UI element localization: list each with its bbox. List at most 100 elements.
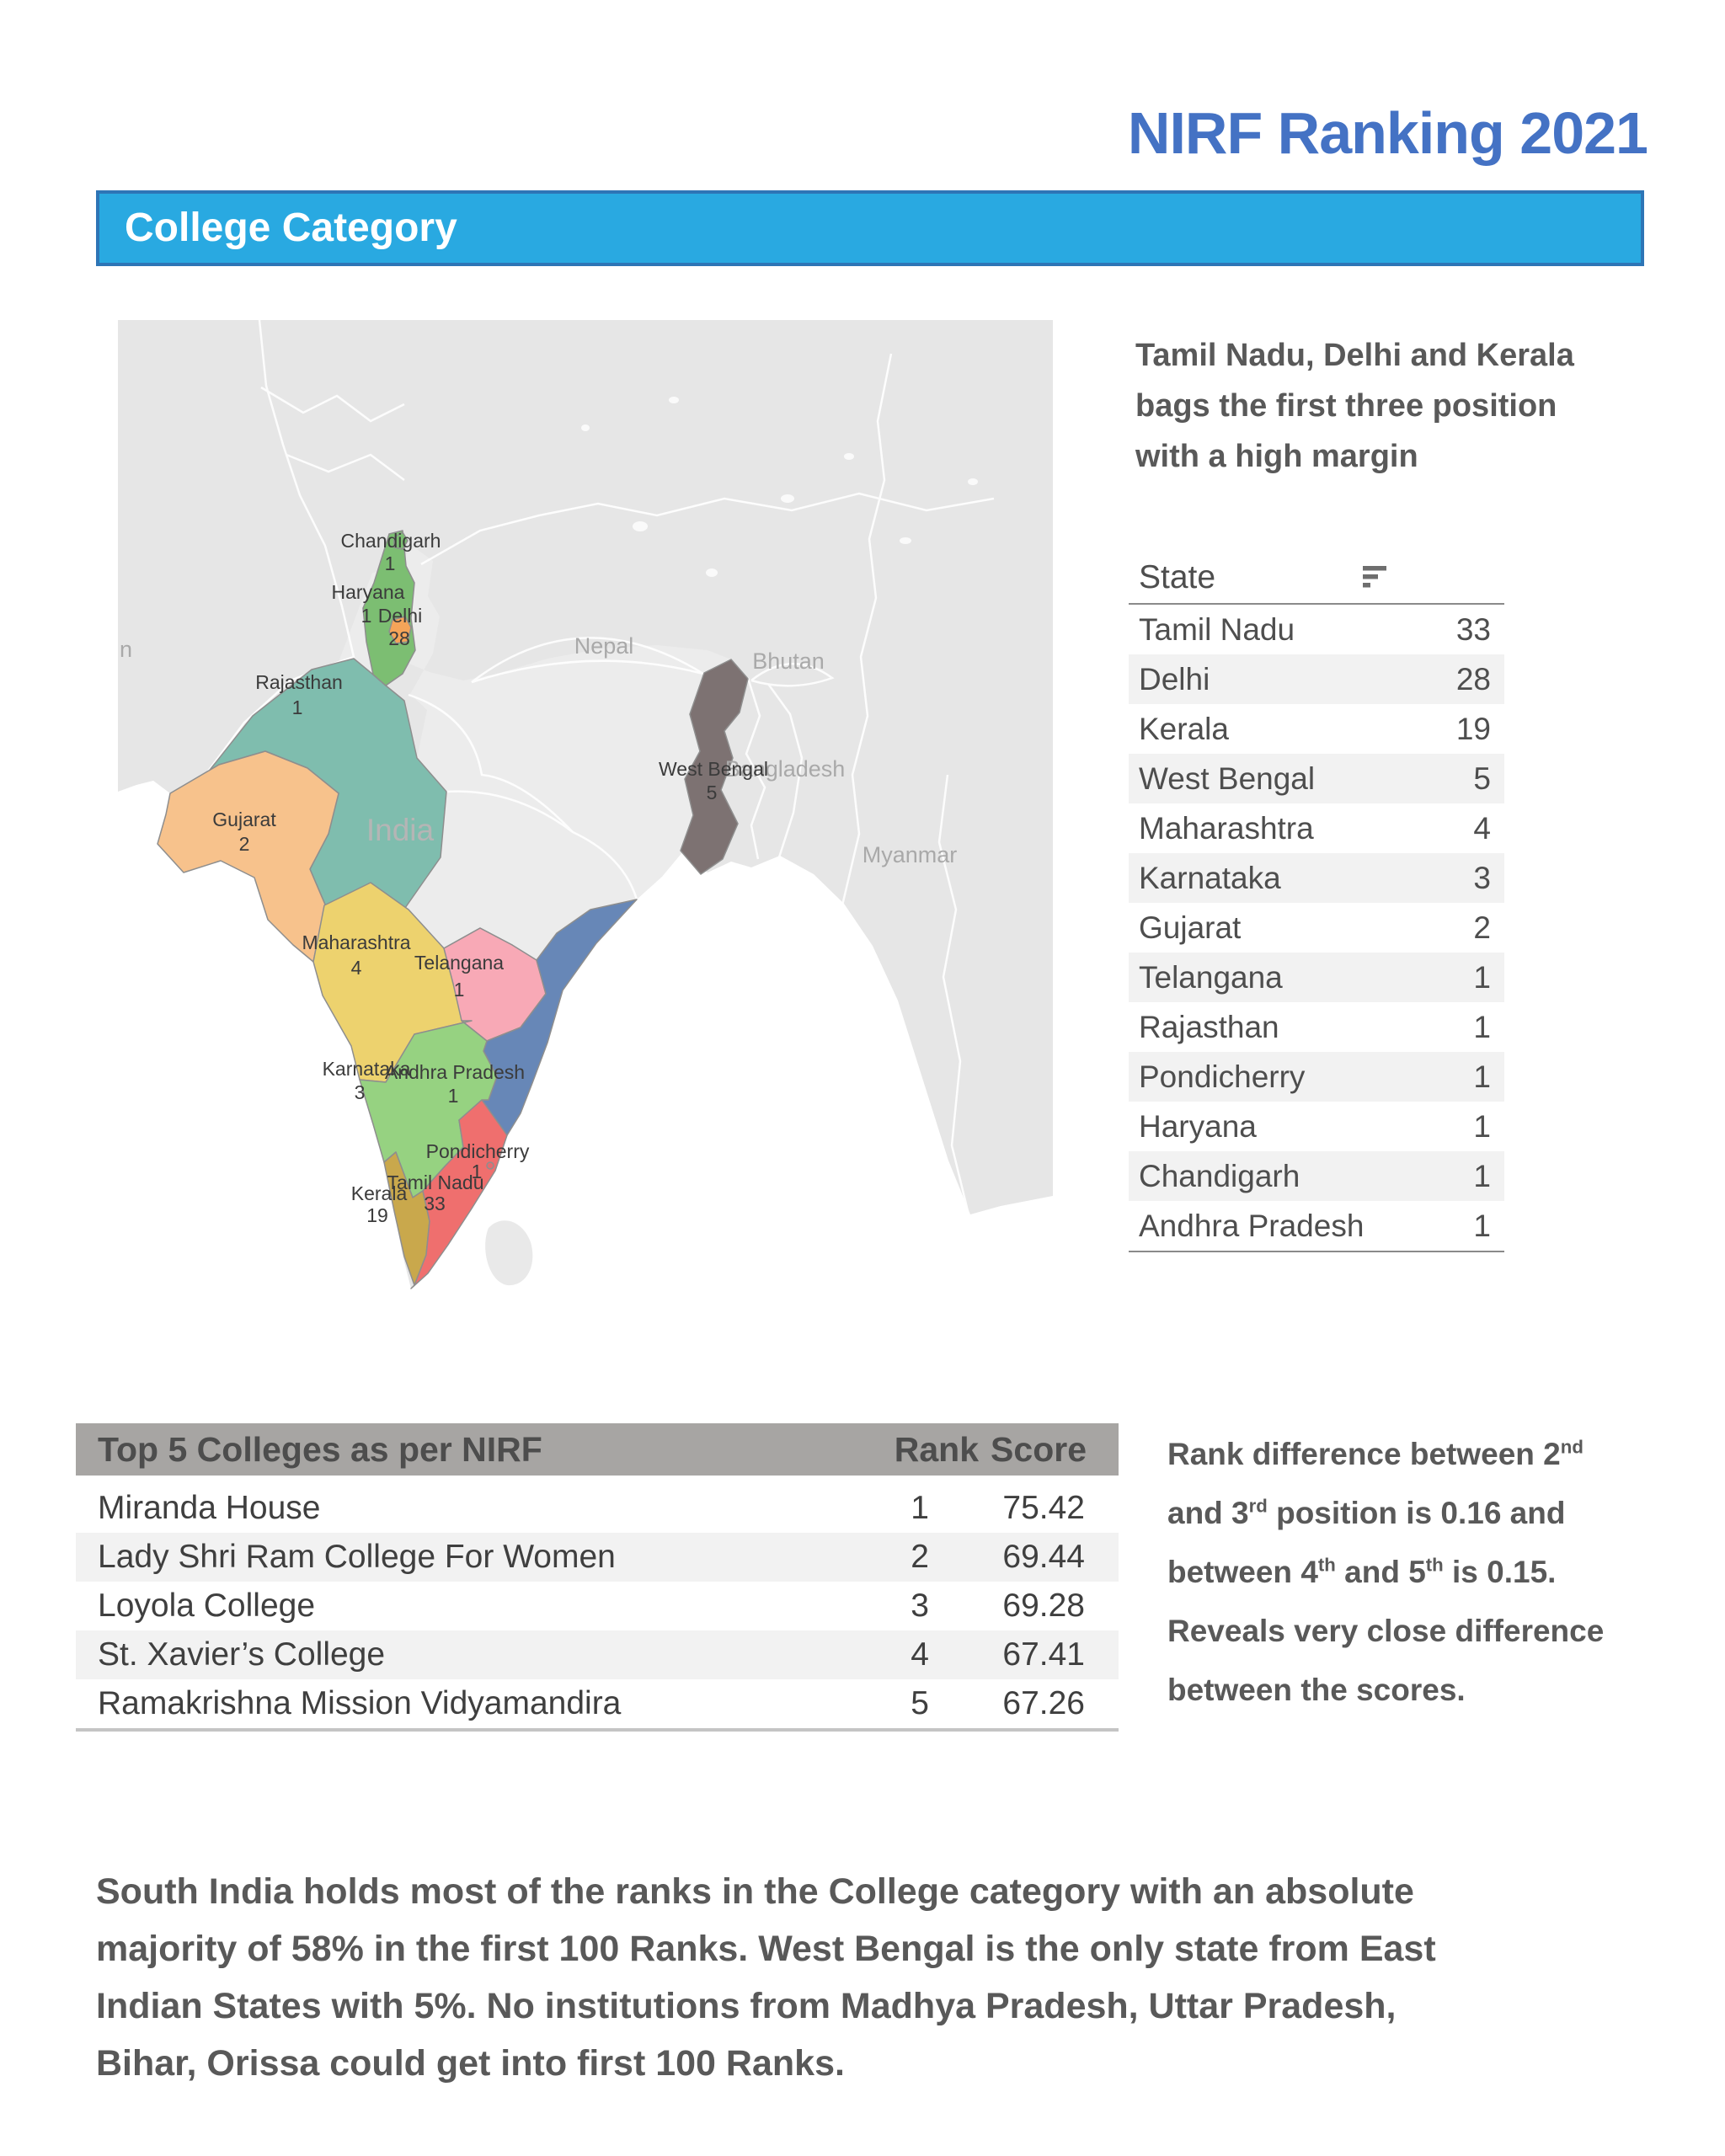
state-shape-west-bengal[interactable] <box>680 659 749 875</box>
college-rank: 4 <box>911 1636 929 1673</box>
college-table-row[interactable]: Lady Shri Ram College For Women 2 69.44 <box>76 1533 1119 1582</box>
state-shape-delhi[interactable] <box>388 616 412 644</box>
summary-paragraph: South India holds most of the ranks in t… <box>96 1863 1612 2092</box>
state-count-maharashtra: 4 <box>351 957 362 979</box>
state-table-row[interactable]: Tamil Nadu 33 <box>1129 605 1504 654</box>
country-label-bhutan: Bhutan <box>752 648 825 674</box>
state-count: 1 <box>1473 1059 1491 1094</box>
score-note-text: Rank difference between 2 <box>1167 1437 1561 1471</box>
state-count: 1 <box>1473 1009 1491 1044</box>
state-label-kerala: Kerala <box>351 1182 408 1204</box>
state-name: Maharashtra <box>1139 810 1314 846</box>
ordinal-suffix: th <box>1425 1554 1444 1576</box>
state-count-gujarat: 2 <box>239 833 250 855</box>
college-score: 69.28 <box>1002 1588 1085 1624</box>
state-shape-haryana[interactable] <box>362 530 416 686</box>
state-label-haryana: Haryana <box>332 581 405 603</box>
state-count: 1 <box>1473 1158 1491 1193</box>
state-label-west-bengal: West Bengal <box>659 758 768 780</box>
state-table-row[interactable]: Andhra Pradesh 1 <box>1129 1201 1504 1251</box>
sri-lanka-shape <box>485 1220 533 1286</box>
country-label-bangladesh: Bangladesh <box>725 756 846 782</box>
state-table: State Tamil Nadu 33 Delhi 28 Kerala 19 West… <box>1129 556 1504 1252</box>
state-count-andhra-pradesh: 1 <box>448 1085 459 1107</box>
state-shape-chandigarh[interactable] <box>393 531 409 550</box>
sort-descending-icon[interactable] <box>1363 566 1388 590</box>
state-shape-pondicherry[interactable] <box>486 1161 494 1170</box>
score-column-header: Score <box>991 1430 1087 1469</box>
state-table-row[interactable]: West Bengal 5 <box>1129 754 1504 803</box>
state-shape-andhra-pradesh[interactable] <box>481 899 638 1136</box>
state-table-header: State <box>1129 556 1504 605</box>
state-table-row[interactable]: Karnataka 3 <box>1129 853 1504 903</box>
state-table-row[interactable]: Maharashtra 4 <box>1129 803 1504 853</box>
state-table-row[interactable]: Haryana 1 <box>1129 1102 1504 1151</box>
state-count-haryana: 1 <box>361 605 372 627</box>
college-score: 67.41 <box>1002 1636 1085 1673</box>
state-count-rajasthan: 1 <box>292 696 303 718</box>
state-count-karnataka: 3 <box>355 1081 366 1103</box>
india-map-svg: n Nepal Bhutan Bangladesh Myanmar India … <box>118 320 1053 1310</box>
lake-patches <box>581 397 978 577</box>
summary-line: Indian States with 5%. No institutions f… <box>96 1986 1397 2026</box>
college-table-row[interactable]: Miranda House 1 75.42 <box>76 1484 1119 1533</box>
state-label-andhra-pradesh: Andhra Pradesh <box>385 1061 525 1083</box>
state-count: 1 <box>1473 959 1491 995</box>
category-banner: College Category <box>96 190 1644 266</box>
country-borders <box>196 320 995 1215</box>
state-label-rajasthan: Rajasthan <box>255 671 343 693</box>
state-count: 5 <box>1473 760 1491 796</box>
category-banner-label: College Category <box>125 205 457 250</box>
state-name: Telangana <box>1139 959 1283 995</box>
region-label-india: India <box>366 813 435 847</box>
country-labels: n Nepal Bhutan Bangladesh Myanmar <box>120 633 957 867</box>
college-name: Miranda House <box>98 1490 321 1526</box>
score-note-text: and 5 <box>1335 1555 1426 1589</box>
college-table: Top 5 Colleges as per NIRF Rank Score Mi… <box>76 1423 1119 1732</box>
state-name: Gujarat <box>1139 910 1242 945</box>
state-table-row[interactable]: Pondicherry 1 <box>1129 1052 1504 1102</box>
state-table-row[interactable]: Chandigarh 1 <box>1129 1151 1504 1201</box>
state-label-chandigarh: Chandigarh <box>341 530 441 552</box>
state-table-row[interactable]: Rajasthan 1 <box>1129 1002 1504 1052</box>
state-count-chandigarh: 1 <box>385 552 396 574</box>
state-label-pondicherry: Pondicherry <box>426 1140 530 1162</box>
state-table-row[interactable]: Kerala 19 <box>1129 704 1504 754</box>
state-name: Andhra Pradesh <box>1139 1208 1365 1243</box>
state-labels: Chandigarh 1 Haryana 1 Delhi 28 Rajastha… <box>212 530 768 1226</box>
state-table-row[interactable]: Delhi 28 <box>1129 654 1504 704</box>
state-count: 2 <box>1473 910 1491 945</box>
state-table-body: Tamil Nadu 33 Delhi 28 Kerala 19 West Benga… <box>1129 605 1504 1252</box>
state-name: Delhi <box>1139 661 1210 696</box>
state-shape-tamil-nadu[interactable] <box>410 1099 508 1289</box>
state-table-row[interactable]: Gujarat 2 <box>1129 903 1504 953</box>
state-count: 3 <box>1473 860 1491 895</box>
score-difference-note: Rank difference between 2nd and 3rd posi… <box>1167 1425 1616 1720</box>
college-name: St. Xavier’s College <box>98 1636 386 1673</box>
country-label-myanmar: Myanmar <box>862 842 958 867</box>
college-table-row[interactable]: St. Xavier’s College 4 67.41 <box>76 1630 1119 1679</box>
summary-line: majority of 58% in the first 100 Ranks. … <box>96 1929 1436 1969</box>
state-name: Rajasthan <box>1139 1009 1279 1044</box>
college-name: Loyola College <box>98 1588 316 1624</box>
college-table-body: Miranda House 1 75.42 Lady Shri Ram Coll… <box>76 1484 1119 1732</box>
state-count: 1 <box>1473 1108 1491 1144</box>
state-name: Karnataka <box>1139 860 1281 895</box>
state-table-row[interactable]: Telangana 1 <box>1129 953 1504 1002</box>
college-rank: 3 <box>911 1588 929 1624</box>
college-table-title: Top 5 Colleges as per NIRF <box>98 1430 542 1469</box>
college-table-row[interactable]: Ramakrishna Mission Vidyamandira 5 67.26 <box>76 1679 1119 1728</box>
state-label-gujarat: Gujarat <box>212 808 276 830</box>
state-name: Pondicherry <box>1139 1059 1306 1094</box>
country-label-pakistan-cut: n <box>120 637 132 662</box>
ordinal-suffix: th <box>1317 1554 1336 1576</box>
college-table-row[interactable]: Loyola College 3 69.28 <box>76 1582 1119 1630</box>
college-score: 69.44 <box>1002 1539 1085 1575</box>
summary-line: South India holds most of the ranks in t… <box>96 1871 1414 1912</box>
state-count: 19 <box>1455 711 1491 746</box>
state-count-tamil-nadu: 33 <box>424 1193 446 1214</box>
summary-line: Bihar, Orissa could get into first 100 R… <box>96 2043 845 2084</box>
college-rank: 1 <box>911 1490 929 1526</box>
state-count-west-bengal: 5 <box>707 782 718 803</box>
college-score: 67.26 <box>1002 1685 1085 1721</box>
